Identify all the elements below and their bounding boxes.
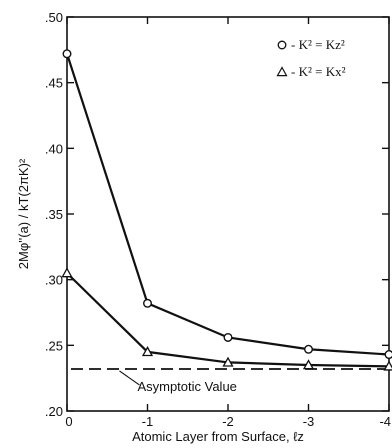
series-circle — [62, 49, 392, 360]
data-point-circle — [142, 298, 152, 308]
data-point-triangle — [222, 356, 234, 367]
legend: - K² = Kz² - K² = Kx² — [276, 37, 346, 79]
series-line-circle — [65, 53, 390, 356]
data-point-circle — [384, 350, 392, 360]
y-tick-label: .35 — [45, 207, 63, 222]
data-point-circle — [223, 332, 233, 342]
asymptote-annotation: Asymptotic Value — [137, 379, 236, 394]
data-point-triangle — [302, 359, 315, 370]
y-tick-label: .45 — [45, 76, 63, 91]
legend-marker-triangle — [276, 66, 288, 77]
series-triangle — [61, 267, 392, 371]
legend-label-circle: - K² = Kz² — [291, 37, 345, 52]
data-point-triangle — [383, 360, 392, 371]
x-tick-label: -3 — [303, 414, 315, 429]
y-axis-label: 2Mφ''(a) / kT(2πK)² — [16, 158, 31, 269]
y-tick-label: .20 — [45, 404, 63, 419]
y-tick-label: .30 — [45, 273, 63, 288]
legend-marker-circle — [277, 40, 287, 50]
y-tick-label: .25 — [45, 338, 63, 353]
x-tick-label: -4 — [379, 414, 391, 429]
series-group — [61, 49, 392, 371]
x-axis-label: Atomic Layer from Surface, ℓz — [132, 429, 304, 444]
data-point-triangle — [141, 346, 154, 357]
data-point-circle — [304, 344, 314, 354]
axis-ticks: 0 -1 -2 -3 -4 .20 .25 .30 .35 .40 .45 .50 — [45, 10, 391, 429]
data-point-triangle — [61, 267, 73, 278]
x-tick-label: 0 — [65, 414, 72, 429]
data-point-circle — [62, 49, 72, 59]
y-tick-label: .40 — [45, 141, 63, 156]
x-tick-label: -2 — [222, 414, 234, 429]
x-tick-label: -1 — [142, 414, 154, 429]
y-tick-label: .50 — [45, 10, 63, 25]
reference-line-group: Asymptotic Value — [71, 368, 387, 394]
annotation-leader — [119, 370, 140, 386]
legend-label-triangle: - K² = Kx² — [291, 64, 346, 79]
